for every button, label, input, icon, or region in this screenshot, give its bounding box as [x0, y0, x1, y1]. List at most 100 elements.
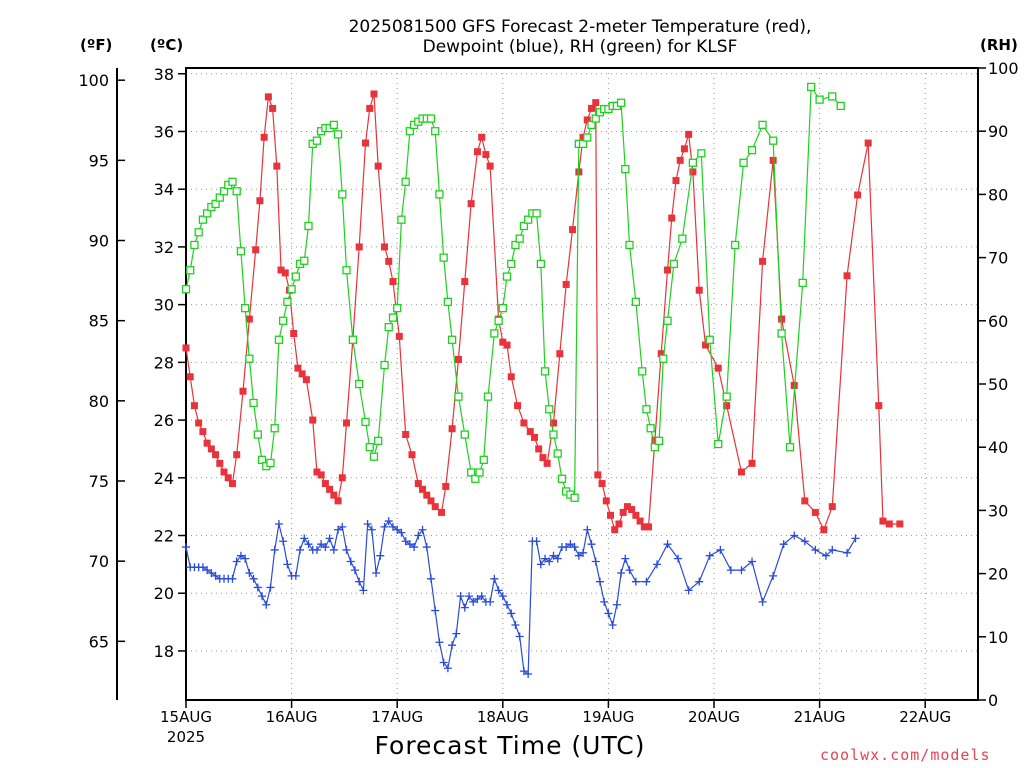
rh-point: [181, 285, 191, 294]
dewpoint-point: [663, 540, 672, 549]
dewpoint-point: [245, 569, 254, 578]
rh-point: [304, 221, 313, 231]
celsius-tick-label: 20: [154, 584, 174, 603]
temperature-point: [664, 266, 672, 274]
rh-point: [498, 304, 507, 313]
temperature-point: [228, 480, 236, 488]
temperature-point: [562, 280, 570, 288]
rh-point: [583, 133, 592, 142]
dewpoint-point: [674, 554, 683, 563]
rh-point: [570, 493, 579, 502]
dewpoint-point: [503, 600, 512, 609]
fahrenheit-tick-label: 70: [89, 552, 109, 571]
rh-point: [401, 177, 410, 186]
temperature-point: [224, 474, 232, 482]
temperature-point: [843, 272, 851, 280]
rh-point: [507, 259, 516, 269]
dewpoint-point: [443, 664, 452, 673]
temperature-point: [514, 402, 522, 410]
rh-point: [815, 95, 824, 104]
rh-tick-label: 40: [988, 438, 1008, 457]
x-tick-label: 21AUG: [794, 708, 846, 726]
rh-point: [388, 313, 398, 322]
dewpoint-point: [769, 571, 778, 580]
temperature-point: [256, 197, 264, 205]
dewpoint-point: [279, 537, 288, 546]
temperature-point: [592, 99, 600, 107]
rh-point: [397, 215, 406, 224]
temperature-point: [526, 428, 534, 436]
dewpoint-point: [617, 569, 626, 578]
temperature-point: [875, 402, 883, 410]
fahrenheit-tick-label: 85: [89, 312, 109, 331]
dewpoint-point: [325, 534, 334, 543]
rh-point: [807, 82, 816, 92]
celsius-tick-label: 30: [154, 296, 174, 315]
temperature-point: [539, 454, 547, 462]
rh-tick-label: 70: [988, 249, 1008, 268]
temperature-point: [535, 445, 543, 453]
dewpoint-point: [266, 583, 275, 592]
dewpoint-point: [821, 551, 830, 560]
rh-point: [549, 430, 558, 439]
temperature-point: [381, 243, 389, 251]
dewpoint-point: [515, 632, 524, 641]
rh-point: [642, 405, 651, 414]
dewpoint-point: [232, 557, 241, 566]
dewpoint-point: [384, 517, 393, 526]
dewpoint-point: [291, 571, 300, 580]
temperature-point: [543, 459, 551, 467]
dewpoint-point: [524, 670, 533, 679]
temperature-point: [402, 431, 410, 439]
dewpoint-point: [828, 545, 837, 554]
dewpoint-point: [410, 543, 419, 552]
rh-point: [678, 234, 687, 243]
rh-point: [768, 136, 778, 145]
temperature-point: [499, 338, 507, 346]
rh-point: [836, 101, 845, 111]
temperature-point: [478, 133, 486, 141]
dewpoint-point: [312, 545, 321, 554]
dewpoint-point: [469, 597, 478, 606]
temperature-point: [579, 133, 587, 141]
temperature-point: [864, 139, 872, 147]
temperature-point: [233, 451, 241, 459]
rh-point: [380, 360, 389, 370]
temperature-point: [302, 376, 310, 384]
rh-point: [828, 92, 837, 101]
celsius-unit-label: (ºC): [150, 36, 184, 54]
rh-point: [747, 146, 757, 155]
dewpoint-point: [359, 586, 368, 595]
rh-point: [460, 430, 469, 439]
dewpoint-point: [393, 525, 402, 534]
x-axis-title: Forecast Time (UTC): [374, 731, 646, 760]
temperature-point: [645, 523, 653, 531]
temperature-point: [520, 419, 528, 427]
temperature-point: [273, 162, 281, 170]
dewpoint-point: [532, 537, 541, 546]
celsius-tick-label: 26: [154, 411, 174, 430]
dewpoint-point: [591, 557, 600, 566]
temperature-point: [252, 246, 260, 254]
temperature-point: [507, 373, 515, 381]
dewpoint-point: [452, 629, 461, 638]
dewpoint-point: [486, 597, 495, 606]
dewpoint-point: [262, 600, 271, 609]
rh-point: [228, 177, 237, 186]
dewpoint-point: [317, 540, 326, 549]
temperature-point: [636, 517, 644, 525]
rh-tick-label: 60: [988, 312, 1008, 331]
temperature-point: [313, 468, 321, 476]
rh-point: [722, 392, 731, 401]
fahrenheit-tick-label: 75: [89, 472, 109, 491]
rh-point: [202, 209, 212, 218]
dewpoint-point: [241, 554, 250, 563]
dewpoint-point: [203, 566, 212, 575]
temperature-point: [334, 497, 342, 505]
dewpoint-point: [334, 525, 343, 534]
temperature-point: [680, 145, 688, 153]
rh-point: [471, 474, 480, 483]
dewpoint-point: [490, 574, 499, 583]
rh-point: [342, 266, 351, 275]
rh-point: [194, 228, 203, 237]
